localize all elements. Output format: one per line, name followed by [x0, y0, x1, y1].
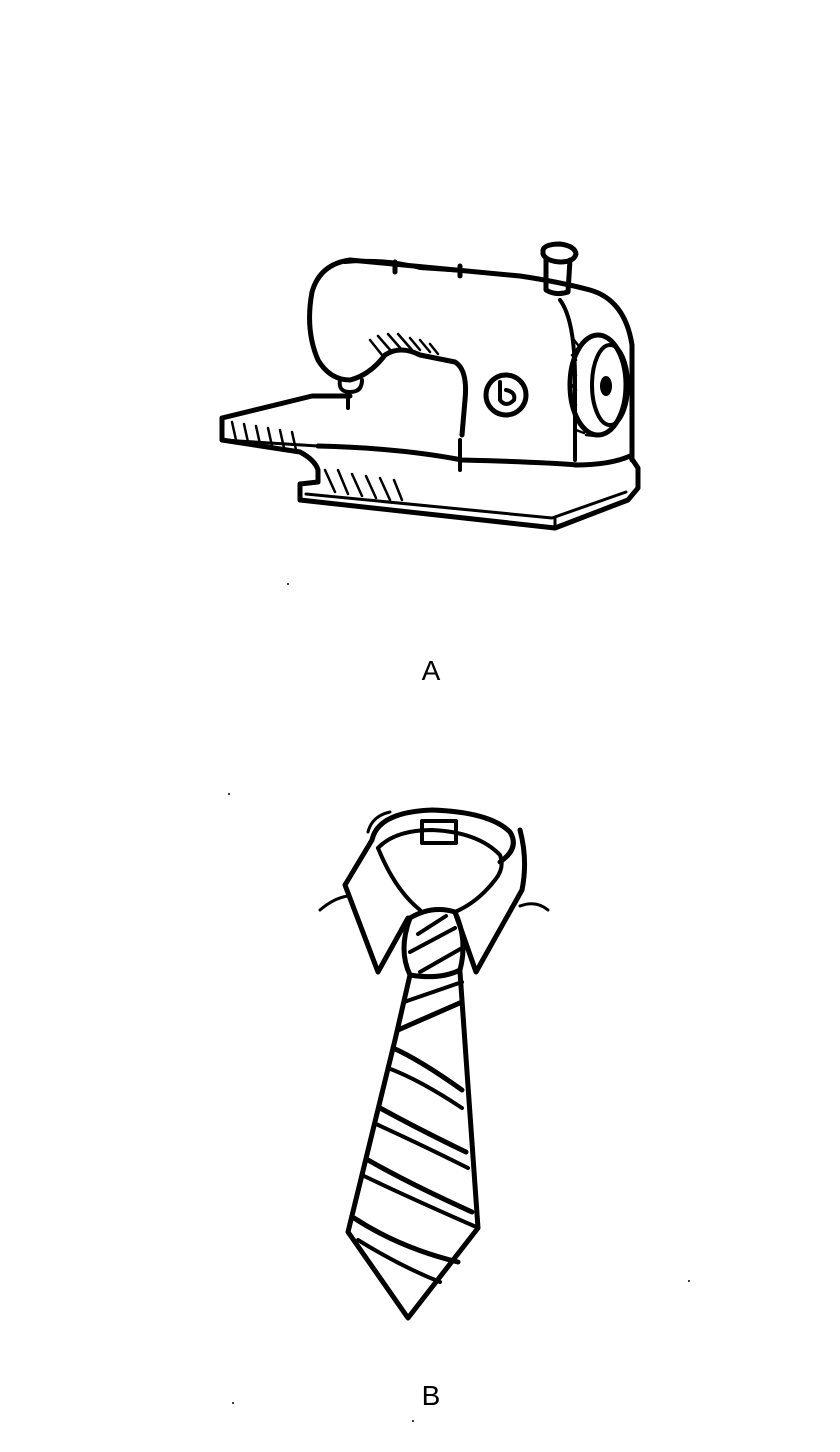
figure-a — [0, 230, 840, 550]
sewing-machine-icon — [219, 241, 641, 531]
necktie-icon — [318, 807, 550, 1321]
scan-speck — [688, 1280, 690, 1282]
scan-speck — [287, 583, 289, 585]
scan-speck — [232, 1402, 234, 1404]
figure-b — [0, 795, 840, 1335]
scan-speck — [228, 793, 230, 795]
figure-a-label: A — [421, 655, 441, 686]
figure-b-label: B — [421, 1380, 441, 1411]
scan-speck — [412, 1420, 414, 1422]
